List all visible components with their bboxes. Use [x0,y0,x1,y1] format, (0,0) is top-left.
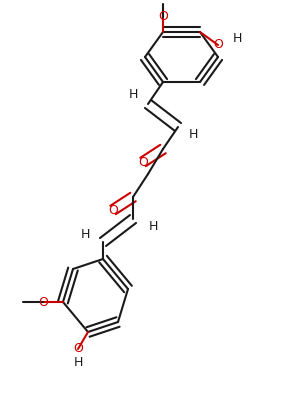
Text: H: H [148,221,158,234]
Text: O: O [213,39,223,52]
Text: H: H [73,355,83,368]
Text: O: O [73,343,83,355]
Text: H: H [188,129,198,142]
Text: O: O [158,11,168,24]
Text: O: O [38,295,48,309]
Text: H: H [80,228,90,241]
Text: O: O [138,155,148,168]
Text: H: H [128,88,138,101]
Text: H: H [232,33,242,46]
Text: O: O [108,204,118,217]
